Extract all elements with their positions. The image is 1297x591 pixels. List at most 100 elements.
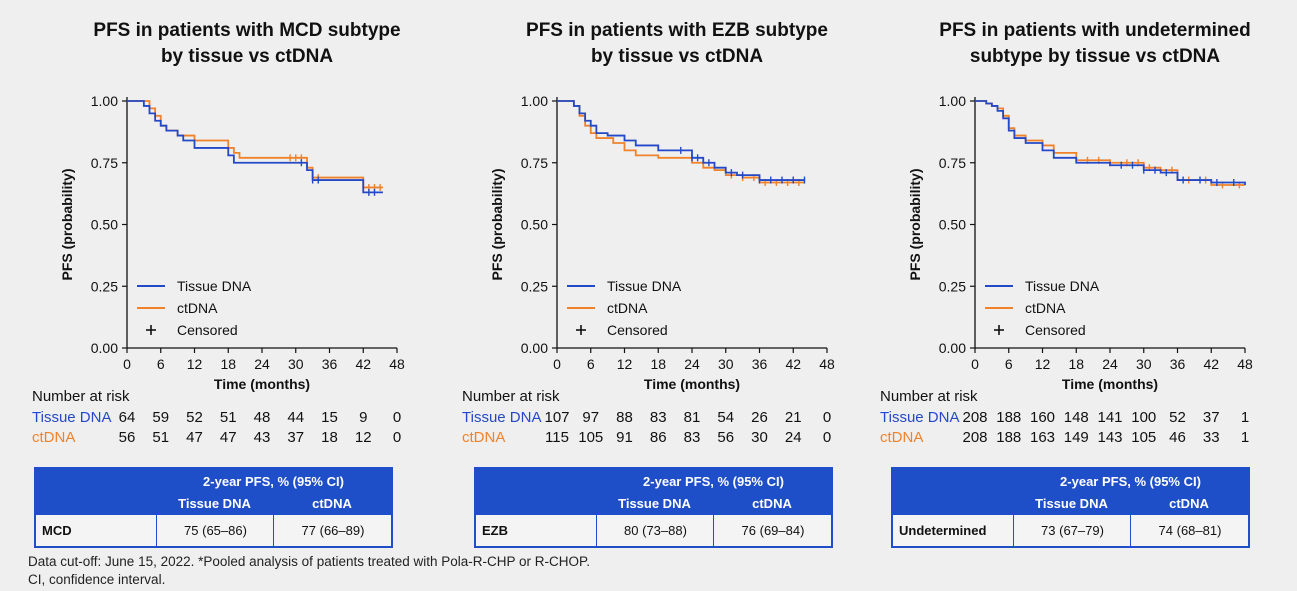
x-tick-label: 48 bbox=[1237, 356, 1253, 372]
pfs-ci-table-undetermined: 2-year PFS, % (95% CI) Tissue DNA ctDNA Und… bbox=[891, 467, 1250, 548]
ci-col-header-tissue: Tissue DNA bbox=[618, 496, 691, 511]
risk-value: 47 bbox=[186, 429, 203, 446]
risk-value: 52 bbox=[1169, 409, 1186, 426]
y-axis-label: PFS (probability) bbox=[907, 169, 923, 281]
chart-title-line1: PFS in patients with EZB subtype bbox=[526, 20, 828, 41]
chart-title: PFS in patients with undetermined subtyp… bbox=[880, 18, 1297, 70]
ci-value-tissue: 80 (73–88) bbox=[596, 515, 714, 546]
km-curve-tissue-dna bbox=[975, 100, 1246, 185]
x-tick-label: 18 bbox=[650, 356, 666, 372]
risk-value: 143 bbox=[1097, 429, 1123, 446]
risk-value: 141 bbox=[1097, 409, 1123, 426]
x-tick-label: 0 bbox=[123, 356, 131, 372]
y-tick-label: 0.00 bbox=[521, 340, 548, 356]
x-tick-label: 0 bbox=[971, 356, 979, 372]
risk-value: 100 bbox=[1131, 409, 1157, 426]
risk-value: 0 bbox=[822, 429, 832, 446]
ci-value-tissue: 75 (65–86) bbox=[156, 515, 274, 546]
y-axis-label: PFS (probability) bbox=[59, 169, 75, 281]
legend-label-tissue: Tissue DNA bbox=[177, 278, 252, 294]
risk-value: 9 bbox=[359, 409, 368, 426]
x-tick-label: 48 bbox=[819, 356, 835, 372]
risk-value: 52 bbox=[186, 409, 203, 426]
risk-row-ctdna: ctDNA 208 188 163 149 143 105 46 33 1 bbox=[880, 429, 1297, 449]
risk-value: 21 bbox=[784, 409, 802, 426]
risk-value: 15 bbox=[321, 409, 338, 426]
x-tick-label: 24 bbox=[254, 356, 270, 372]
risk-header: Number at risk bbox=[462, 388, 560, 405]
risk-value: 160 bbox=[1029, 409, 1056, 426]
legend-label-tissue: Tissue DNA bbox=[607, 278, 682, 294]
risk-value: 44 bbox=[287, 409, 305, 426]
risk-value: 51 bbox=[219, 409, 237, 426]
y-tick-label: 0.75 bbox=[521, 155, 548, 171]
risk-row-tissue-dna: Tissue DNA 208 188 160 148 141 100 52 37 1 bbox=[880, 409, 1297, 429]
ci-col-header-ctdna: ctDNA bbox=[1169, 496, 1209, 511]
risk-value: 47 bbox=[219, 429, 237, 446]
risk-row-tissue-dna: Tissue DNA 107 97 88 83 81 54 26 21 0 bbox=[462, 409, 892, 429]
risk-value: 188 bbox=[996, 409, 1022, 426]
risk-row-ctdna: ctDNA 115 105 91 86 83 56 30 24 0 bbox=[462, 429, 892, 449]
risk-value: 26 bbox=[751, 409, 768, 426]
risk-value: 208 bbox=[962, 409, 988, 426]
risk-value: 56 bbox=[118, 429, 136, 446]
y-tick-label: 0.50 bbox=[521, 217, 548, 233]
x-tick-label: 42 bbox=[785, 356, 801, 372]
km-curve-tissue-dna bbox=[557, 100, 805, 181]
risk-value: 1 bbox=[1240, 429, 1250, 446]
ci-row-label: EZB bbox=[482, 523, 508, 538]
y-tick-label: 0.50 bbox=[939, 217, 966, 233]
legend-label-censored: Censored bbox=[607, 322, 668, 338]
x-axis-label: Time (months) bbox=[214, 376, 310, 392]
risk-value: 208 bbox=[962, 429, 988, 446]
number-at-risk: Number at risk Tissue DNA 64 59 52 51 48 44 15 9 0… bbox=[32, 388, 462, 458]
risk-value: 54 bbox=[717, 409, 735, 426]
y-tick-label: 1.00 bbox=[521, 93, 548, 109]
risk-value: 97 bbox=[582, 409, 600, 426]
risk-row-label: Tissue DNA bbox=[32, 409, 112, 426]
risk-row-tissue-dna: Tissue DNA 64 59 52 51 48 44 15 9 0 bbox=[32, 409, 462, 429]
chart-title-line2: subtype by tissue vs ctDNA bbox=[969, 46, 1221, 67]
chart-title-line1: PFS in patients with MCD subtype bbox=[93, 20, 401, 41]
risk-value: 105 bbox=[578, 429, 604, 446]
risk-value: 107 bbox=[544, 409, 570, 426]
number-at-risk: Number at risk Tissue DNA 107 97 88 83 81 54 26 2… bbox=[462, 388, 892, 458]
x-tick-label: 12 bbox=[1035, 356, 1051, 372]
risk-value: 33 bbox=[1202, 429, 1220, 446]
risk-value: 51 bbox=[152, 429, 170, 446]
risk-value: 48 bbox=[253, 409, 271, 426]
risk-value: 105 bbox=[1131, 429, 1157, 446]
risk-value: 163 bbox=[1029, 429, 1056, 446]
y-axis-label: PFS (probability) bbox=[489, 169, 505, 281]
x-tick-label: 24 bbox=[1102, 356, 1118, 372]
x-tick-label: 24 bbox=[684, 356, 700, 372]
footnote-ci-definition: CI, confidence interval. bbox=[28, 572, 166, 587]
risk-value: 81 bbox=[683, 409, 701, 426]
y-tick-label: 0.50 bbox=[91, 217, 118, 233]
y-tick-label: 0.00 bbox=[91, 340, 118, 356]
km-curve-ctdna bbox=[557, 100, 805, 184]
ci-col-header-ctdna: ctDNA bbox=[312, 496, 352, 511]
km-chart: 0.00 0.25 0.50 0.75 1.00 0 6 12 18 24 30 36 42 48 Time… bbox=[907, 93, 1253, 392]
ci-span-header: 2-year PFS, % (95% CI) bbox=[203, 474, 344, 489]
ci-value-ctdna: 77 (66–89) bbox=[273, 515, 392, 546]
risk-value: 18 bbox=[321, 429, 338, 446]
x-tick-label: 0 bbox=[553, 356, 561, 372]
risk-value: 37 bbox=[287, 429, 305, 446]
y-tick-label: 0.25 bbox=[91, 278, 118, 294]
y-tick-label: 0.25 bbox=[939, 278, 966, 294]
panel-undetermined: PFS in patients with undetermined subtyp… bbox=[880, 0, 1297, 591]
risk-value: 37 bbox=[1202, 409, 1220, 426]
risk-value: 1 bbox=[1240, 409, 1250, 426]
x-tick-label: 48 bbox=[389, 356, 405, 372]
risk-value: 12 bbox=[354, 429, 372, 446]
x-tick-label: 6 bbox=[1005, 356, 1013, 372]
x-axis-label: Time (months) bbox=[1062, 376, 1158, 392]
pfs-ci-table-mcd: 2-year PFS, % (95% CI) Tissue DNA ctDNA MCD… bbox=[34, 467, 393, 548]
x-tick-label: 18 bbox=[220, 356, 236, 372]
km-curve-tissue-dna bbox=[127, 100, 383, 194]
chart-title: PFS in patients with MCD subtype by tiss… bbox=[32, 18, 462, 70]
risk-row-label: ctDNA bbox=[462, 429, 506, 446]
ci-table-header: 2-year PFS, % (95% CI) Tissue DNA ctDNA bbox=[36, 469, 391, 515]
risk-value: 88 bbox=[616, 409, 633, 426]
